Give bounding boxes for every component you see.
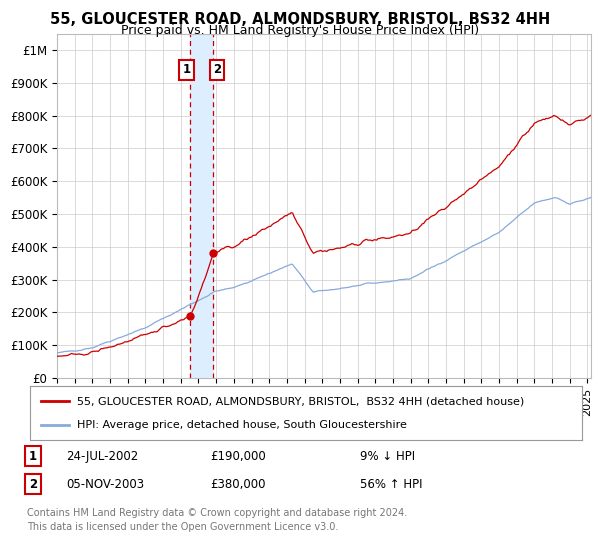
Text: HPI: Average price, detached house, South Gloucestershire: HPI: Average price, detached house, Sout… <box>77 419 407 430</box>
Text: 2: 2 <box>213 63 221 76</box>
Text: 2: 2 <box>29 478 37 491</box>
Text: 05-NOV-2003: 05-NOV-2003 <box>66 478 144 491</box>
Text: £190,000: £190,000 <box>210 450 266 463</box>
Text: £380,000: £380,000 <box>210 478 265 491</box>
Text: 1: 1 <box>29 450 37 463</box>
Text: Price paid vs. HM Land Registry's House Price Index (HPI): Price paid vs. HM Land Registry's House … <box>121 24 479 37</box>
Text: Contains HM Land Registry data © Crown copyright and database right 2024.: Contains HM Land Registry data © Crown c… <box>27 508 407 518</box>
Text: This data is licensed under the Open Government Licence v3.0.: This data is licensed under the Open Gov… <box>27 522 338 532</box>
Text: 24-JUL-2002: 24-JUL-2002 <box>66 450 138 463</box>
Bar <box>190 34 213 378</box>
Text: 1: 1 <box>182 63 191 76</box>
Text: 55, GLOUCESTER ROAD, ALMONDSBURY, BRISTOL, BS32 4HH: 55, GLOUCESTER ROAD, ALMONDSBURY, BRISTO… <box>50 12 550 27</box>
Text: 56% ↑ HPI: 56% ↑ HPI <box>360 478 422 491</box>
Text: 55, GLOUCESTER ROAD, ALMONDSBURY, BRISTOL,  BS32 4HH (detached house): 55, GLOUCESTER ROAD, ALMONDSBURY, BRISTO… <box>77 396 524 407</box>
Text: 9% ↓ HPI: 9% ↓ HPI <box>360 450 415 463</box>
